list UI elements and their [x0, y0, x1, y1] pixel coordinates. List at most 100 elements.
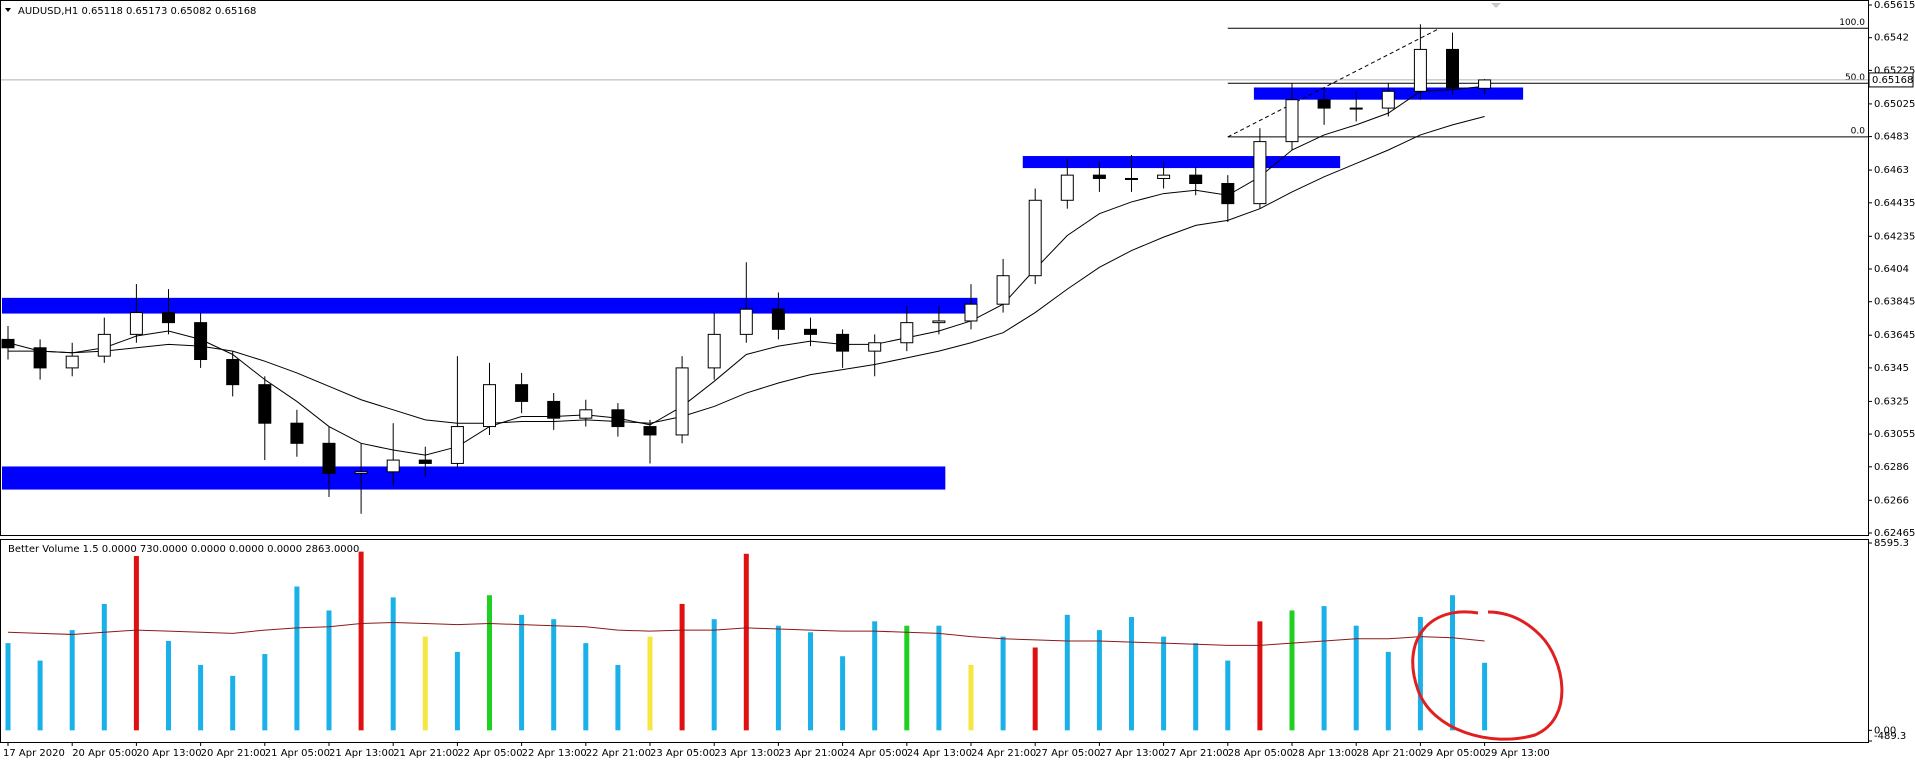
volume-bar: [1161, 636, 1167, 731]
volume-bar: [198, 664, 204, 731]
candle-body: [1125, 177, 1138, 180]
y-tick-label: 8595.3: [1874, 538, 1909, 549]
last-price-label: 0.65168: [1872, 75, 1913, 86]
candle-body: [515, 384, 529, 402]
volume-bar: [294, 586, 300, 731]
volume-bar: [615, 664, 621, 731]
volume-bar: [519, 614, 525, 731]
fib-label: 100.0: [1839, 18, 1865, 28]
candle-body: [900, 322, 914, 344]
volume-bar: [69, 630, 75, 731]
candle-body: [1317, 99, 1331, 109]
volume-bar: [1482, 662, 1488, 731]
candle-body: [707, 333, 721, 369]
zone: [2, 466, 946, 490]
y-tick-label: -489.3: [1874, 731, 1906, 742]
moving-average: [7, 85, 1485, 456]
last-price-box: [1868, 72, 1914, 88]
volume-bar: [37, 660, 43, 731]
volume-bar: [1289, 610, 1295, 731]
volume-bar: [133, 555, 139, 731]
candle-body: [1060, 174, 1074, 201]
candle-body: [836, 333, 850, 352]
candle-body: [65, 355, 79, 369]
x-tick-label: 20 Apr 05:00: [72, 748, 137, 759]
x-tick-label: 28 Apr 21:00: [1356, 748, 1421, 759]
volume-bar: [230, 675, 236, 731]
candle-body: [1381, 90, 1395, 109]
volume-bar: [711, 619, 717, 731]
candle-body: [675, 367, 689, 436]
volume-average: [7, 621, 1485, 646]
volume-bar: [326, 610, 332, 731]
candle-body: [450, 426, 464, 464]
volume-title: Better Volume 1.5 0.0000 730.0000 0.0000…: [8, 544, 359, 555]
x-tick-label: 20 Apr 13:00: [136, 748, 201, 759]
volume-bar: [422, 636, 428, 731]
x-tick-label: 24 Apr 05:00: [843, 748, 908, 759]
candle-body: [804, 328, 817, 335]
y-tick-label: 0.65225: [1874, 65, 1915, 76]
volume-bar: [166, 640, 171, 731]
x-tick-label: 21 Apr 21:00: [393, 748, 458, 759]
price-title: AUDUSD,H1 0.65118 0.65173 0.65082 0.6516…: [18, 6, 256, 17]
x-tick-label: 23 Apr 13:00: [714, 748, 779, 759]
candle-body: [290, 422, 304, 444]
volume-bar: [1353, 625, 1359, 731]
x-tick-label: 23 Apr 21:00: [778, 748, 843, 759]
candle-body: [1157, 174, 1171, 179]
volume-bar: [487, 595, 492, 731]
volume-bar: [1000, 636, 1006, 731]
y-tick-label: 0.65615: [1874, 0, 1915, 11]
volume-bar: [872, 621, 878, 731]
candle-body: [1478, 79, 1492, 89]
volume-bar: [1096, 630, 1102, 731]
volume-bar: [1385, 651, 1391, 731]
fib-label: 0.0: [1851, 126, 1866, 136]
volume-bar: [968, 664, 974, 731]
y-tick-label: 0.63645: [1874, 330, 1915, 341]
candle-body: [611, 409, 625, 428]
volume-pane: [0, 539, 1869, 743]
candle-body: [643, 426, 657, 436]
volume-bar: [904, 625, 910, 731]
shift-marker: [1491, 3, 1501, 8]
volume-bar: [358, 551, 364, 731]
volume-bar: [1321, 606, 1327, 731]
y-tick-label: 0.6345: [1874, 363, 1909, 374]
volume-bar: [1064, 614, 1070, 731]
y-tick-label: 0.6266: [1874, 495, 1909, 506]
x-tick-label: 27 Apr 13:00: [1099, 748, 1164, 759]
volume-bar: [1193, 643, 1199, 731]
volume-bar: [1417, 617, 1423, 731]
volume-bar: [262, 654, 268, 731]
volume-bar: [1129, 617, 1134, 731]
x-tick-label: 22 Apr 05:00: [457, 748, 522, 759]
candle-body: [1413, 48, 1427, 92]
volume-bar: [679, 603, 685, 731]
volume-bar: [5, 643, 11, 731]
x-tick-label: 21 Apr 13:00: [329, 748, 394, 759]
candle-body: [129, 312, 143, 335]
volume-bar: [454, 651, 460, 731]
candle-body: [258, 384, 272, 424]
candle-body: [97, 333, 111, 357]
x-tick-label: 22 Apr 13:00: [522, 748, 587, 759]
candle-body: [1, 338, 15, 349]
x-tick-label: 27 Apr 21:00: [1164, 748, 1229, 759]
pane-menu: [5, 8, 11, 12]
candle-body: [1092, 174, 1106, 179]
volume-bar: [936, 625, 942, 731]
candle-body: [354, 471, 368, 474]
volume-bar: [775, 625, 781, 731]
x-tick-label: 29 Apr 05:00: [1420, 748, 1485, 759]
candle-body: [418, 459, 432, 464]
candle-body: [162, 312, 175, 324]
y-tick-label: 0.6483: [1874, 132, 1909, 143]
highlight-circle: [1411, 610, 1564, 741]
candle-body: [1285, 99, 1299, 143]
zone: [1022, 156, 1341, 169]
volume-bar: [583, 643, 589, 731]
x-tick-label: 24 Apr 21:00: [971, 748, 1036, 759]
